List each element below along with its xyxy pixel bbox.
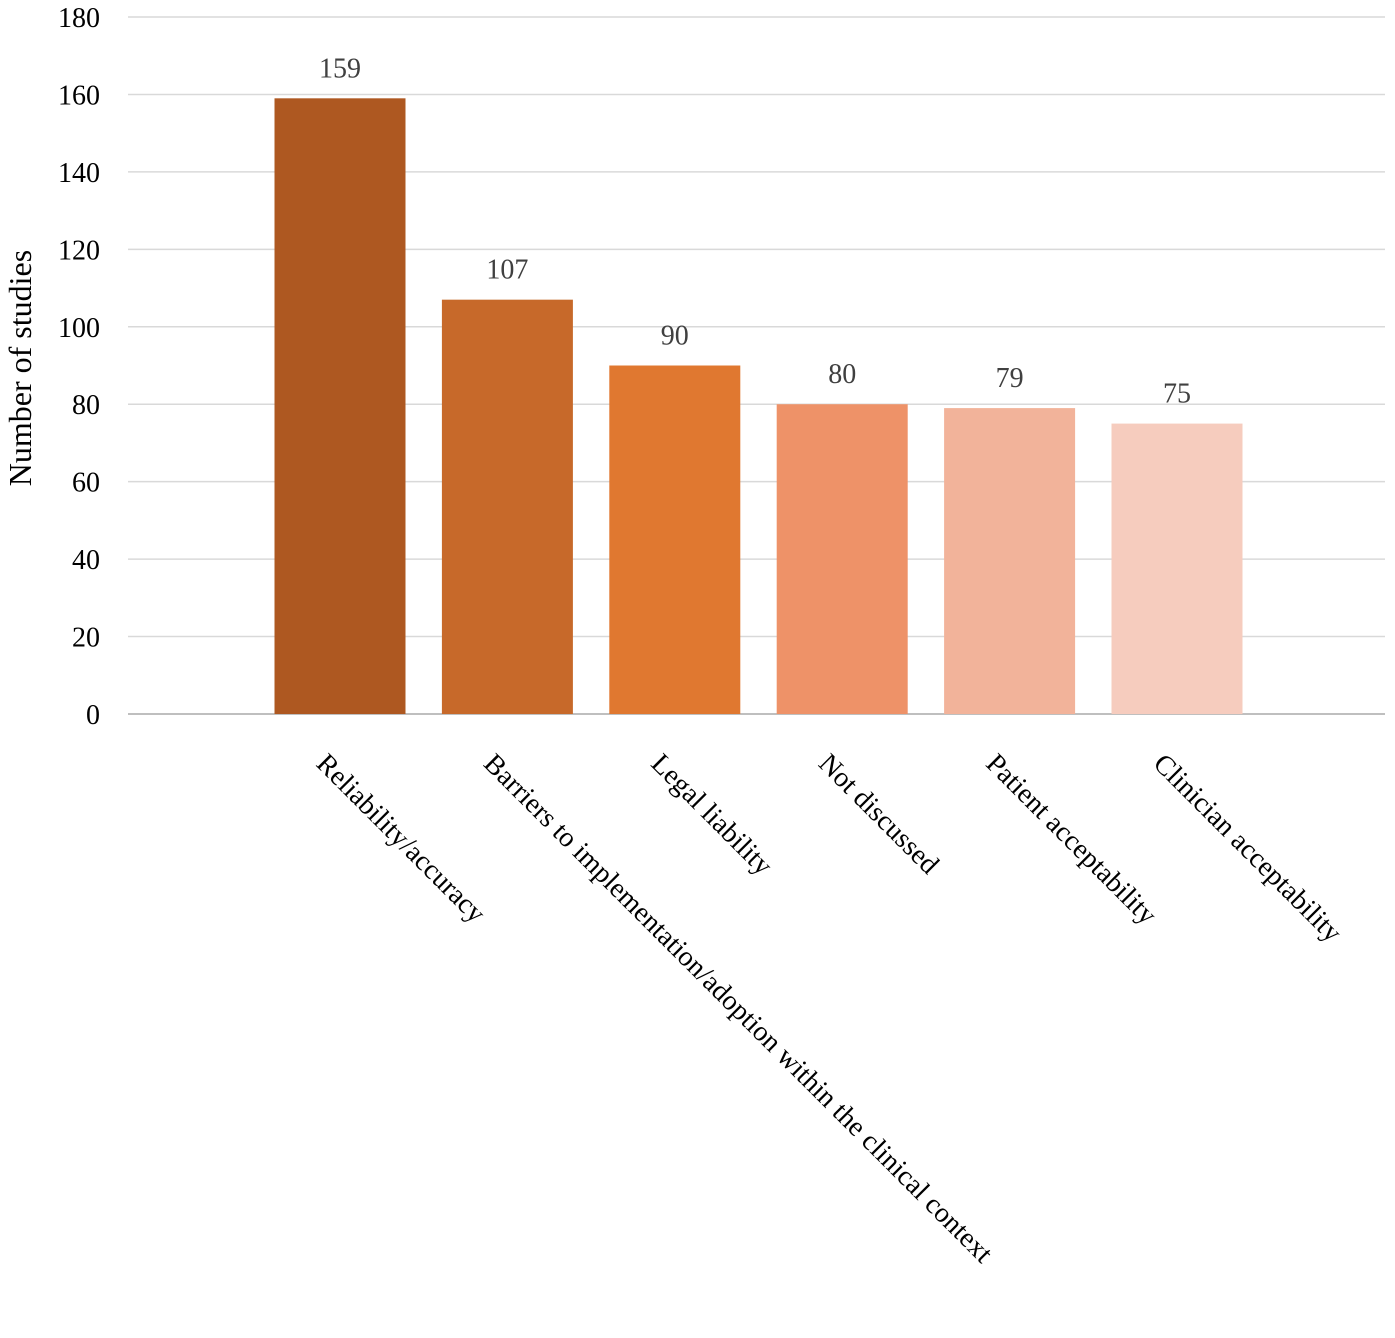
data-label: 75	[1163, 379, 1191, 410]
bars	[274, 98, 1243, 715]
bar	[609, 365, 741, 714]
category-label: Reliability/accuracy	[310, 748, 491, 929]
data-label: 80	[828, 359, 856, 390]
category-label: Not discussed	[812, 748, 944, 880]
data-label: 107	[486, 255, 528, 286]
data-label: 159	[319, 53, 361, 84]
y-tick-label: 60	[72, 468, 100, 499]
y-tick-label: 100	[58, 313, 100, 344]
bar	[944, 408, 1076, 714]
y-tick-label: 140	[58, 158, 100, 189]
bar	[1111, 423, 1243, 714]
y-tick-label: 20	[72, 623, 100, 654]
y-tick-label: 80	[72, 390, 100, 421]
bar	[441, 299, 573, 714]
y-axis-title: Number of studies	[2, 250, 38, 486]
category-label: Clinician acceptability	[1147, 748, 1348, 949]
y-tick-label: 160	[58, 80, 100, 111]
y-tick-label: 180	[58, 3, 100, 34]
y-tick-label: 120	[58, 235, 100, 266]
category-label: Patient acceptability	[980, 748, 1163, 931]
data-label: 79	[996, 363, 1024, 394]
data-label: 90	[661, 321, 689, 352]
data-labels: 159 107 90 80 79 75	[319, 53, 1191, 409]
y-axis-ticks: 0 20 40 60 80 100 120 140 160 180	[58, 3, 100, 731]
category-label: Legal liability	[645, 748, 779, 882]
y-tick-label: 0	[86, 700, 100, 731]
bar	[274, 98, 406, 715]
bar	[776, 404, 908, 714]
y-tick-label: 40	[72, 545, 100, 576]
